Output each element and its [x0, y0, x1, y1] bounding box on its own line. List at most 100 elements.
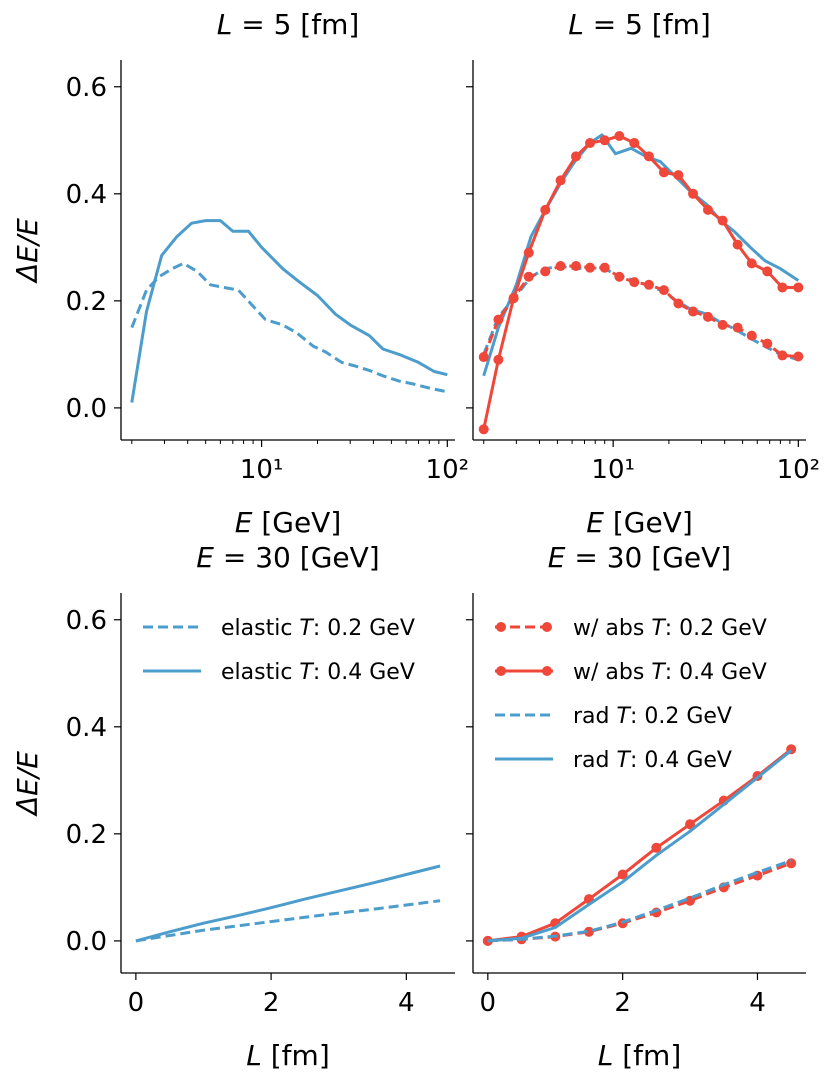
data-point — [673, 298, 684, 309]
legend-marker — [542, 622, 552, 632]
x-tick-label: 0 — [480, 988, 497, 1018]
data-point — [599, 262, 610, 273]
data-point — [793, 351, 804, 362]
x-label-text: [GeV] — [252, 506, 341, 539]
data-point — [762, 338, 773, 349]
data-point — [732, 322, 743, 333]
x-tick-label: 10² — [426, 455, 470, 485]
data-point — [555, 175, 566, 186]
series-line — [135, 899, 441, 943]
panel-title: E = 30 [GeV] — [548, 541, 731, 574]
legend-suffix: : 0.2 GeV — [313, 616, 415, 641]
panel-title: L = 5 [fm] — [568, 8, 711, 41]
title-variable: L — [217, 8, 233, 41]
legend-prefix: rad — [573, 748, 616, 773]
data-point — [540, 204, 551, 215]
legend-variable: T — [299, 660, 314, 685]
x-axis-label: E [GeV] — [586, 506, 693, 539]
panel-title: L = 5 [fm] — [217, 8, 360, 41]
data-point — [702, 204, 713, 215]
legend-variable: T — [651, 660, 666, 685]
data-point — [746, 258, 757, 269]
x-tick-label: 10¹ — [240, 455, 284, 485]
legend-suffix: : 0.4 GeV — [665, 660, 767, 685]
data-point — [702, 311, 713, 322]
data-point — [508, 293, 519, 304]
data-point — [685, 819, 696, 830]
legend-prefix: elastic — [221, 616, 299, 641]
legend-label: rad T: 0.2 GeV — [573, 704, 732, 729]
legend-prefix: rad — [573, 704, 616, 729]
title-text: = 5 [fm] — [232, 8, 359, 41]
data-point — [643, 151, 654, 162]
x-label-variable: E — [235, 506, 253, 539]
x-label-variable: E — [586, 506, 604, 539]
data-point — [555, 261, 566, 272]
data-point — [658, 285, 669, 296]
data-point — [673, 170, 684, 181]
y-axis-label: ΔE/E — [11, 218, 44, 284]
series-line — [487, 861, 792, 943]
x-label-variable: L — [598, 1039, 614, 1072]
panel-title: E = 30 [GeV] — [196, 541, 379, 574]
data-point — [599, 135, 610, 146]
data-point — [786, 858, 797, 869]
x-tick-label: 10¹ — [591, 455, 635, 485]
panel-top-left: L = 5 [fm] 10¹ 10² 0.0 0.2 0.4 0.6 E [GeV] ΔE/E — [11, 8, 469, 539]
y-tick-label: 0.4 — [66, 713, 107, 743]
data-point — [717, 215, 728, 226]
series-line — [130, 261, 448, 394]
legend-suffix: : 0.2 GeV — [665, 616, 767, 641]
title-text: = 30 [GeV] — [565, 541, 731, 574]
legend-variable: T — [651, 616, 666, 641]
x-axis-label: L [fm] — [598, 1039, 682, 1072]
legend-prefix: elastic — [221, 660, 299, 685]
legend-label: elastic T: 0.4 GeV — [221, 660, 415, 685]
data-point — [583, 926, 594, 937]
legend-prefix: w/ abs — [573, 616, 651, 641]
data-point — [658, 167, 669, 178]
legend-marker — [496, 666, 506, 676]
x-label-text: [fm] — [613, 1039, 681, 1072]
y-tick-label: 0.4 — [66, 180, 107, 210]
x-tick-label: 4 — [398, 988, 415, 1018]
y-tick-label: 0.0 — [66, 927, 107, 957]
legend-suffix: : 0.4 GeV — [630, 748, 732, 773]
series-line — [482, 264, 799, 358]
legend-label: w/ abs T: 0.2 GeV — [573, 616, 767, 641]
legend-label: w/ abs T: 0.4 GeV — [573, 660, 767, 685]
x-label-variable: L — [246, 1039, 262, 1072]
series-line — [130, 219, 448, 403]
title-text: = 30 [GeV] — [214, 541, 380, 574]
data-point — [585, 137, 596, 148]
data-point — [493, 314, 504, 325]
data-point — [629, 137, 640, 148]
data-point — [614, 131, 625, 141]
legend-suffix: : 0.4 GeV — [313, 660, 415, 685]
legend-suffix: : 0.2 GeV — [630, 704, 732, 729]
title-variable: L — [568, 8, 584, 41]
data-point — [614, 271, 625, 282]
series-line — [487, 859, 792, 943]
data-point — [688, 306, 699, 317]
x-label-text: [fm] — [262, 1039, 330, 1072]
series-line — [135, 864, 441, 943]
panel-top-right: L = 5 [fm] 10¹ 10² E [GeV] — [466, 8, 820, 539]
data-point — [493, 354, 504, 365]
y-tick-label: 0.6 — [66, 606, 107, 636]
y-axis-label: ΔE/E — [11, 751, 44, 817]
data-point — [793, 282, 804, 293]
data-point — [717, 319, 728, 330]
legend-marker — [542, 666, 552, 676]
data-point — [629, 277, 640, 288]
title-variable: E — [548, 541, 566, 574]
legend-variable: T — [299, 616, 314, 641]
data-point — [478, 424, 489, 435]
panel-bottom-left: E = 30 [GeV] 0 2 4 0.0 0.2 0.4 0.6 L [fm] ΔE/E ela… — [11, 541, 455, 1072]
series-line — [487, 749, 793, 943]
data-point — [651, 842, 662, 853]
y-tick-label: 0.2 — [66, 287, 107, 317]
x-tick-label: 4 — [749, 988, 766, 1018]
legend-label: rad T: 0.4 GeV — [573, 748, 732, 773]
legend-variable: T — [616, 748, 631, 773]
